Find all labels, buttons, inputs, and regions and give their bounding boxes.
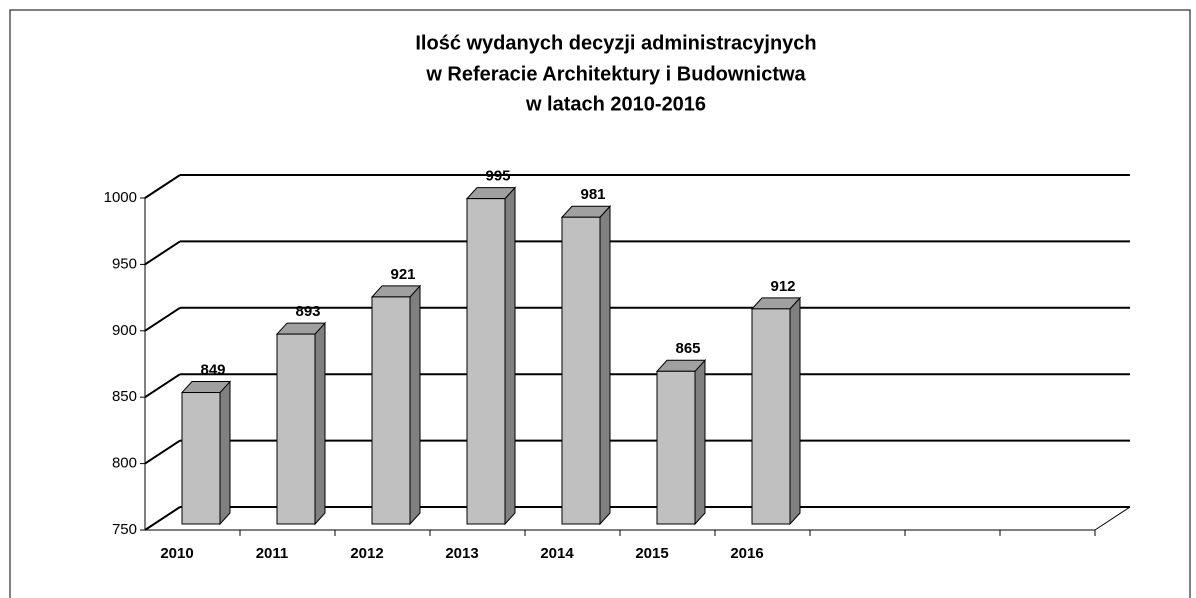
grid-line: [144, 174, 181, 199]
y-tick-label: 1000: [104, 189, 137, 206]
bar: [181, 392, 221, 525]
bar: [276, 333, 316, 525]
x-tick-label: 2015: [635, 545, 668, 562]
y-tick-label: 850: [112, 388, 137, 405]
chart-frame: [9, 9, 1191, 598]
bar: [656, 370, 696, 525]
chart-title: w Referacie Architektury i Budownictwa: [425, 63, 806, 85]
x-tick-label: 2012: [350, 545, 383, 562]
x-tick-label: 2016: [730, 545, 763, 562]
grid-line: [144, 373, 181, 399]
y-tick-label: 750: [112, 521, 137, 538]
x-tick-label: 2013: [445, 545, 478, 562]
bar-side: [314, 321, 326, 526]
grid-line: [144, 240, 181, 266]
grid-line: [144, 439, 181, 465]
value-label: 995: [485, 168, 510, 185]
bar: [371, 296, 411, 525]
bar-side: [789, 296, 801, 526]
value-label: 865: [675, 340, 700, 357]
bar: [561, 216, 601, 525]
bar: [751, 308, 791, 525]
value-label: 912: [770, 278, 795, 295]
x-tick-label: 2010: [160, 545, 193, 562]
bar-side: [219, 380, 231, 526]
grid-line: [144, 506, 181, 531]
x-tick-label: 2014: [540, 545, 574, 562]
bar-side: [599, 204, 611, 526]
value-label: 849: [200, 361, 225, 378]
y-tick-label: 950: [112, 255, 137, 272]
y-tick-label: 900: [112, 322, 137, 339]
chart-title: Ilość wydanych decyzji administracyjnych: [415, 32, 816, 54]
floor-edge: [1094, 506, 1131, 531]
x-tick-label: 2011: [256, 545, 289, 562]
value-label: 893: [295, 303, 320, 320]
bar-side: [504, 186, 516, 526]
bar: [466, 198, 506, 525]
y-tick-label: 800: [112, 455, 137, 472]
bar-side: [694, 358, 706, 526]
bar-side: [409, 284, 421, 526]
value-label: 921: [390, 266, 415, 283]
value-label: 981: [580, 186, 605, 203]
grid-line: [144, 306, 181, 332]
chart-title: w latach 2010-2016: [525, 93, 706, 115]
